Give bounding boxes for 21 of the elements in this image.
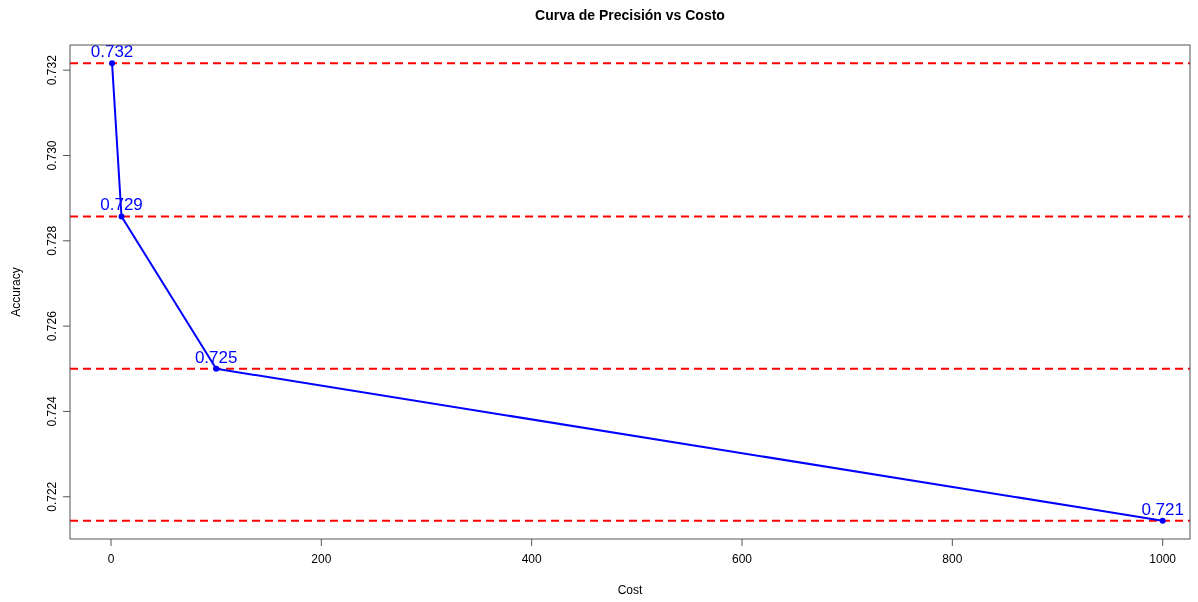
- x-tick-label: 400: [521, 552, 542, 566]
- point: [109, 60, 116, 67]
- text: 0.726: [45, 311, 59, 342]
- x-axis-title: Cost: [617, 583, 643, 597]
- point: [118, 213, 125, 220]
- text: 0.724: [45, 396, 59, 427]
- text: 0.732: [45, 55, 59, 86]
- data-label: 0.732: [90, 42, 134, 62]
- chart-title: Curva de Precisión vs Costo: [535, 7, 725, 23]
- text: 0.730: [45, 140, 59, 171]
- x-tick-label: 1000: [1149, 552, 1177, 566]
- point: [1159, 517, 1166, 524]
- x-tick-label: 200: [311, 552, 332, 566]
- text: 0.728: [45, 225, 59, 256]
- data-label: 0.721: [1141, 499, 1184, 519]
- text: 0.722: [45, 481, 59, 512]
- x-tick-label: 600: [731, 552, 753, 566]
- x-tick-label: 0: [107, 552, 115, 566]
- y-axis-title: Accuracy: [9, 267, 23, 317]
- x-tick-label: 800: [942, 552, 963, 566]
- point: [213, 365, 220, 372]
